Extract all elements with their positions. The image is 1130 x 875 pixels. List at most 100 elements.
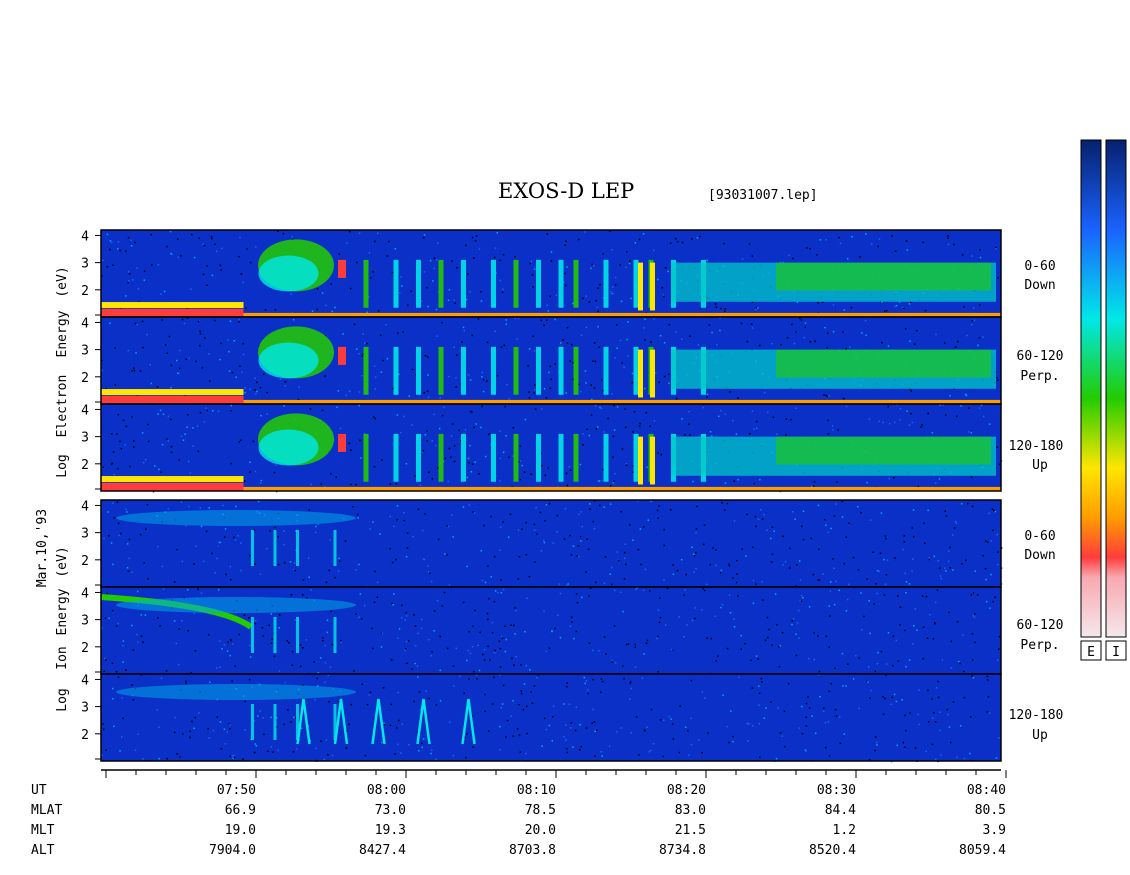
- noise-speck: [620, 727, 623, 729]
- noise-speck: [521, 464, 523, 467]
- noise-speck: [199, 412, 202, 414]
- noise-speck: [615, 662, 617, 664]
- noise-speck: [167, 415, 170, 418]
- noise-speck: [284, 681, 286, 684]
- noise-speck: [563, 538, 566, 540]
- ion-colorbar-tag: I: [1112, 645, 1120, 660]
- noise-speck: [940, 577, 943, 580]
- noise-speck: [586, 538, 588, 540]
- noise-speck: [513, 624, 515, 627]
- noise-speck: [776, 433, 778, 435]
- panel5-dir-label: Perp.: [1020, 638, 1059, 653]
- noise-speck: [971, 255, 973, 257]
- noise-speck: [552, 542, 554, 544]
- noise-speck: [467, 457, 470, 460]
- noise-speck: [413, 614, 415, 616]
- mlt-value: 20.0: [525, 823, 556, 838]
- noise-speck: [714, 615, 717, 617]
- noise-speck: [128, 273, 131, 275]
- noise-speck: [324, 662, 327, 664]
- noise-speck: [253, 529, 255, 532]
- noise-speck: [954, 520, 957, 523]
- burst-column: [461, 433, 466, 482]
- noise-speck: [451, 260, 453, 262]
- noise-speck: [752, 579, 755, 582]
- noise-speck: [382, 359, 384, 362]
- noise-speck: [131, 684, 133, 686]
- noise-speck: [244, 391, 246, 394]
- noise-speck: [540, 319, 542, 322]
- noise-speck: [543, 324, 545, 326]
- noise-speck: [393, 593, 395, 595]
- noise-speck: [374, 570, 376, 573]
- noise-speck: [866, 578, 868, 580]
- noise-speck: [657, 671, 659, 673]
- noise-speck: [832, 330, 835, 333]
- noise-speck: [810, 537, 812, 540]
- noise-speck: [999, 463, 1001, 465]
- noise-speck: [395, 727, 398, 729]
- noise-speck: [780, 343, 782, 346]
- noise-speck: [823, 394, 825, 396]
- low-energy-band-core: [101, 395, 244, 404]
- burst-column: [363, 259, 369, 308]
- noise-speck: [702, 588, 705, 590]
- noise-speck: [450, 514, 453, 516]
- noise-speck: [753, 482, 755, 485]
- noise-speck: [134, 749, 137, 751]
- noise-speck: [132, 649, 135, 651]
- noise-speck: [663, 579, 665, 581]
- noise-speck: [493, 555, 496, 558]
- noise-speck: [139, 533, 142, 536]
- noise-speck: [779, 261, 782, 264]
- noise-speck: [328, 569, 330, 572]
- noise-speck: [637, 500, 639, 502]
- ion-conic-arc: [461, 698, 476, 745]
- ion-conic-arc: [333, 698, 349, 745]
- noise-speck: [803, 336, 805, 339]
- noise-speck: [788, 567, 791, 569]
- noise-speck: [894, 250, 897, 252]
- noise-speck: [270, 716, 272, 719]
- noise-speck: [643, 653, 645, 655]
- noise-speck: [447, 525, 449, 528]
- noise-speck: [518, 704, 520, 706]
- noise-speck: [376, 596, 378, 598]
- noise-speck: [427, 396, 430, 399]
- y-tick-label: 4: [81, 586, 89, 601]
- y-tick-label: 3: [81, 431, 89, 446]
- noise-speck: [632, 431, 634, 433]
- noise-speck: [801, 705, 803, 708]
- noise-speck: [181, 318, 184, 321]
- noise-speck: [679, 705, 681, 707]
- noise-speck: [706, 393, 709, 396]
- noise-speck: [895, 304, 898, 307]
- noise-speck: [328, 701, 330, 703]
- noise-speck: [229, 654, 231, 657]
- ion-spike: [296, 704, 299, 740]
- noise-speck: [968, 431, 970, 433]
- noise-speck: [448, 721, 451, 723]
- noise-speck: [906, 249, 909, 251]
- noise-speck: [804, 322, 807, 324]
- noise-speck: [238, 318, 240, 321]
- ion-spike: [333, 617, 337, 653]
- noise-speck: [480, 300, 483, 302]
- noise-speck: [712, 547, 714, 549]
- noise-speck: [108, 535, 110, 537]
- noise-speck: [845, 685, 847, 687]
- noise-speck: [847, 663, 849, 665]
- noise-speck: [758, 692, 761, 694]
- noise-speck: [897, 660, 900, 662]
- noise-speck: [616, 731, 618, 733]
- noise-speck: [765, 707, 767, 709]
- noise-speck: [867, 666, 870, 668]
- noise-speck: [563, 736, 565, 738]
- noise-speck: [805, 702, 808, 705]
- noise-speck: [516, 728, 519, 730]
- panel2-dir-label: Perp.: [1020, 369, 1059, 384]
- noise-speck: [519, 478, 522, 481]
- noise-speck: [144, 459, 147, 461]
- noise-speck: [577, 238, 580, 241]
- noise-speck: [876, 662, 879, 665]
